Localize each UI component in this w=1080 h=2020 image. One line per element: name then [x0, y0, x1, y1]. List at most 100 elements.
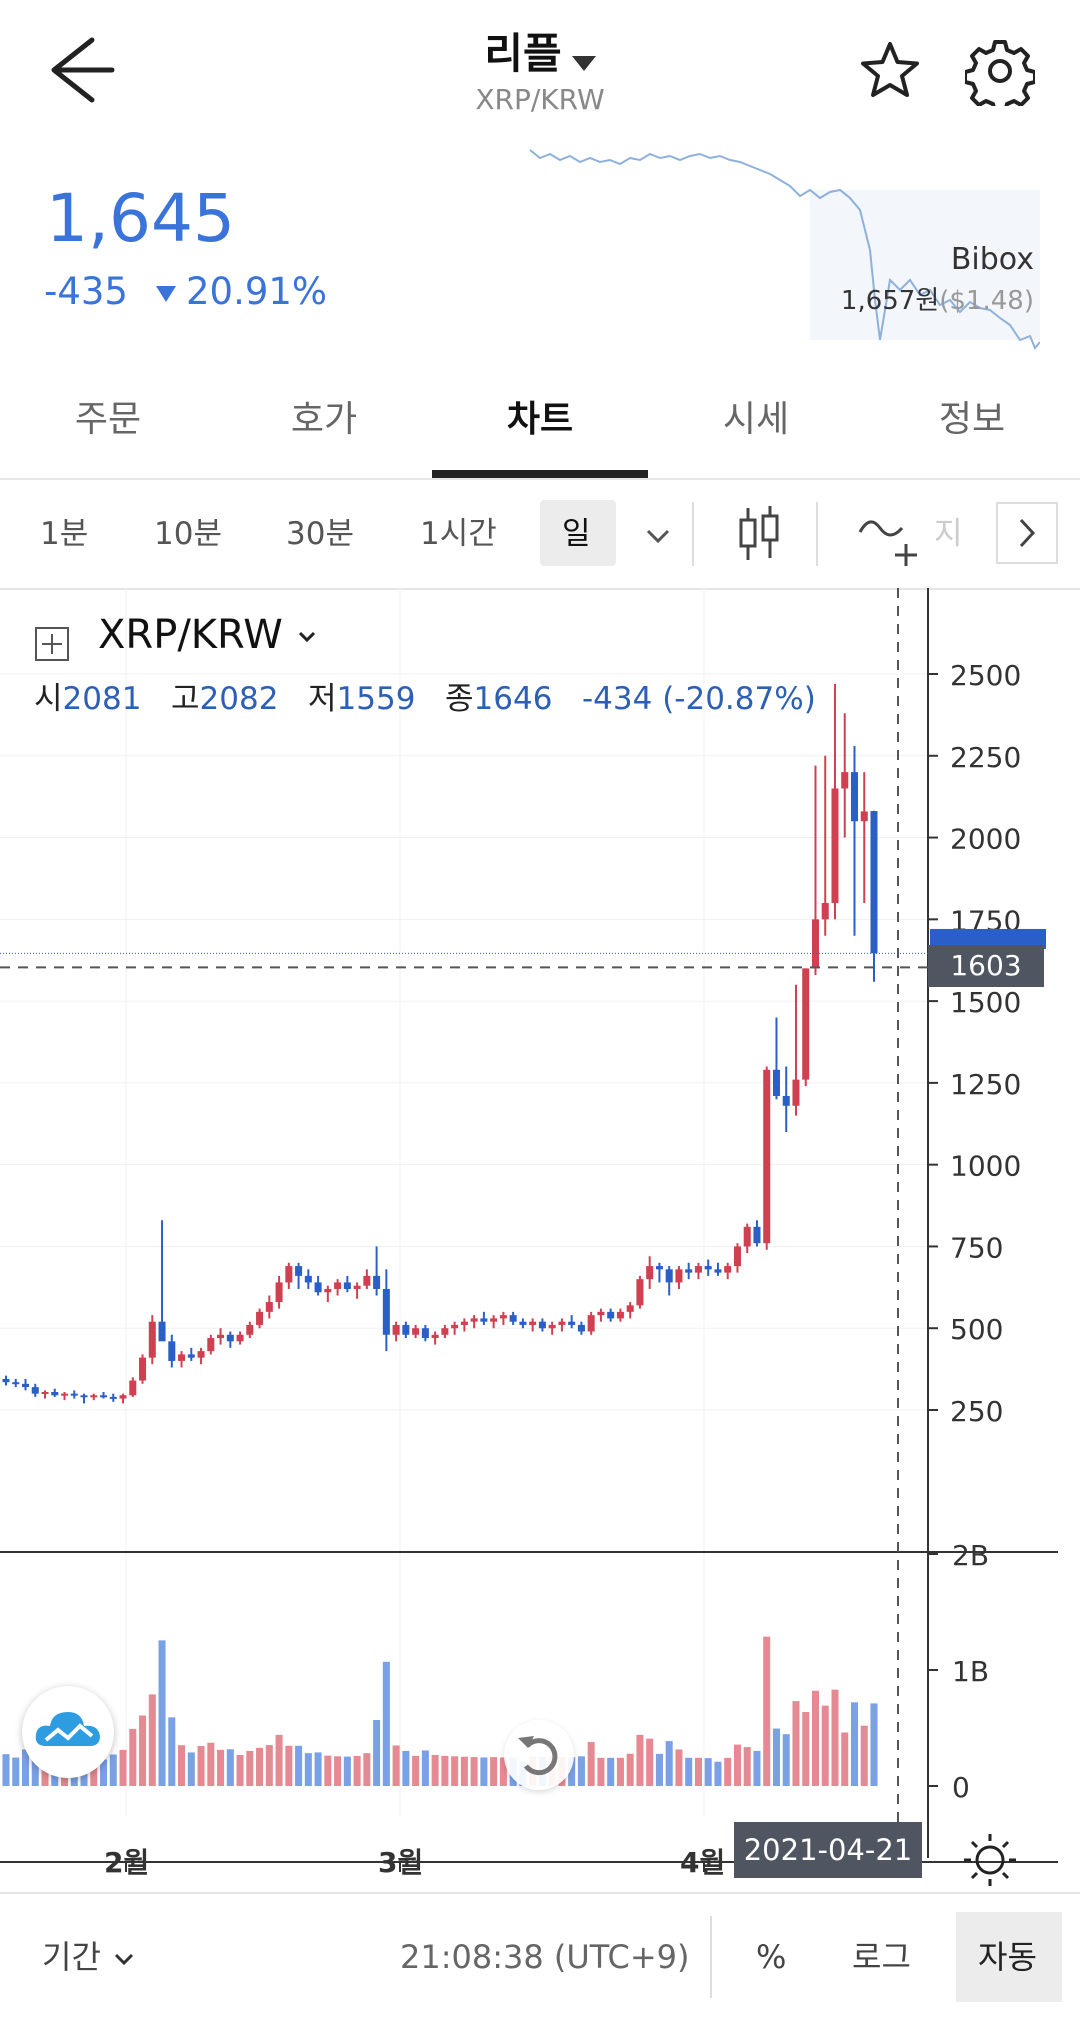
volume-bar [772, 1728, 780, 1786]
tab-market-price[interactable]: 시세 [722, 399, 790, 440]
candle-body [548, 1324, 556, 1329]
interval-30m[interactable]: 30분 [286, 516, 354, 552]
period-button[interactable]: 기간 [42, 1894, 137, 2020]
volume-bar [343, 1756, 351, 1786]
back-arrow-icon [51, 37, 115, 103]
current-price-marker [930, 928, 1046, 949]
candle-body [665, 1269, 673, 1283]
candle-body [597, 1311, 605, 1316]
volume-bar [421, 1750, 429, 1786]
tab-order[interactable]: 주문 [74, 399, 142, 440]
volume-bar [490, 1757, 498, 1786]
volume-bar [577, 1756, 585, 1786]
candle-body [616, 1311, 624, 1319]
candle-body [109, 1396, 117, 1399]
chart-grid [0, 588, 928, 1816]
toolbar-divider [692, 502, 694, 566]
star-icon [861, 42, 919, 97]
candle-body [275, 1282, 283, 1303]
coin-title: 리플 [484, 29, 562, 78]
current-price: 1,645 [46, 180, 235, 257]
toolbar-next-button[interactable] [996, 502, 1058, 564]
volume-bar [441, 1755, 449, 1786]
volume-bar [451, 1756, 459, 1786]
low-label: 저 [308, 681, 337, 717]
title-dropdown[interactable]: 리플 XRP/KRW [340, 20, 740, 116]
interval-1h[interactable]: 1시간 [420, 516, 497, 552]
gear-icon [963, 40, 1037, 114]
price-chart[interactable]: 250500750100012501500175020002250250001B… [0, 588, 1080, 1892]
candle-body [724, 1266, 732, 1273]
volume-bar [587, 1742, 595, 1786]
candle-body [490, 1318, 498, 1322]
volume-bar [363, 1753, 371, 1786]
percent-scale-button[interactable]: % [756, 1938, 787, 1976]
theme-toggle-button[interactable] [960, 1830, 1020, 1890]
candle-body [802, 968, 810, 1080]
interval-10m[interactable]: 10분 [154, 516, 222, 552]
volume-bar [158, 1640, 166, 1786]
tab-info[interactable]: 정보 [938, 399, 1006, 440]
chart-symbol: XRP/KRW [98, 612, 283, 658]
low-value: 1559 [336, 681, 416, 717]
volume-bar [831, 1689, 839, 1786]
tab-chart[interactable]: 차트 [506, 399, 574, 440]
interval-1m[interactable]: 1분 [40, 516, 89, 552]
candle-body [246, 1324, 254, 1335]
y-tick-label: 250 [950, 1395, 1003, 1428]
volume-bar [109, 1754, 117, 1786]
log-scale-button[interactable]: 로그 [852, 1938, 911, 1976]
candle-body [451, 1324, 459, 1329]
volume-bar [714, 1761, 722, 1786]
interval-more-button[interactable] [640, 518, 676, 554]
volume-bar [665, 1741, 673, 1786]
candle-body [831, 788, 839, 903]
candle-body [148, 1321, 156, 1358]
volume-bar [675, 1749, 683, 1786]
volume-bar [694, 1757, 702, 1786]
favorite-button[interactable] [855, 36, 925, 106]
cloud-save-button[interactable] [22, 1686, 114, 1778]
volume-bar [314, 1752, 322, 1786]
period-label: 기간 [42, 1938, 101, 1976]
candle-body [529, 1321, 537, 1325]
x-label-feb: 2월 [104, 1846, 150, 1879]
volume-bar [139, 1715, 147, 1786]
x-label-mar: 3월 [378, 1846, 424, 1879]
tab-orderbook[interactable]: 호가 [290, 399, 358, 440]
volume-bar [607, 1757, 615, 1786]
candle-body [841, 772, 849, 789]
chart-type-button[interactable] [730, 502, 790, 566]
volume-bar [90, 1759, 98, 1786]
open-value: 2081 [62, 681, 142, 717]
volume-bar [499, 1757, 507, 1786]
candle-body [558, 1321, 566, 1325]
candle-body [607, 1311, 615, 1319]
y-tick-label: 1000 [950, 1150, 1021, 1183]
volume-bar [704, 1758, 712, 1786]
volume-bar [431, 1755, 439, 1786]
chart-expand-button[interactable] [34, 626, 70, 662]
candle-body [392, 1324, 400, 1335]
candle-body [538, 1321, 546, 1329]
candle-body [21, 1383, 30, 1388]
y-tick-label: 1500 [950, 986, 1021, 1019]
chart-reset-button[interactable] [504, 1720, 574, 1790]
sparkline-area [810, 190, 1040, 340]
candle-body [441, 1328, 449, 1335]
interval-day[interactable]: 일 [562, 516, 591, 552]
volume-bar [21, 1749, 30, 1786]
toolbar-divider [710, 1916, 712, 1998]
indicator-button[interactable] [856, 504, 926, 568]
candle-body [714, 1269, 722, 1273]
change-amount: -435 [44, 270, 128, 313]
settings-button[interactable] [963, 36, 1037, 114]
clock-time: 21:08:38 (UTC+9) [400, 1938, 690, 1976]
candle-body [119, 1395, 127, 1399]
auto-scale-button[interactable]: 자동 [978, 1938, 1037, 1976]
volume-bar [265, 1745, 273, 1786]
candle-body [704, 1266, 712, 1270]
chart-symbol-dropdown[interactable]: XRP/KRW [98, 612, 319, 658]
back-button[interactable] [40, 30, 120, 110]
volume-bar [295, 1745, 303, 1786]
